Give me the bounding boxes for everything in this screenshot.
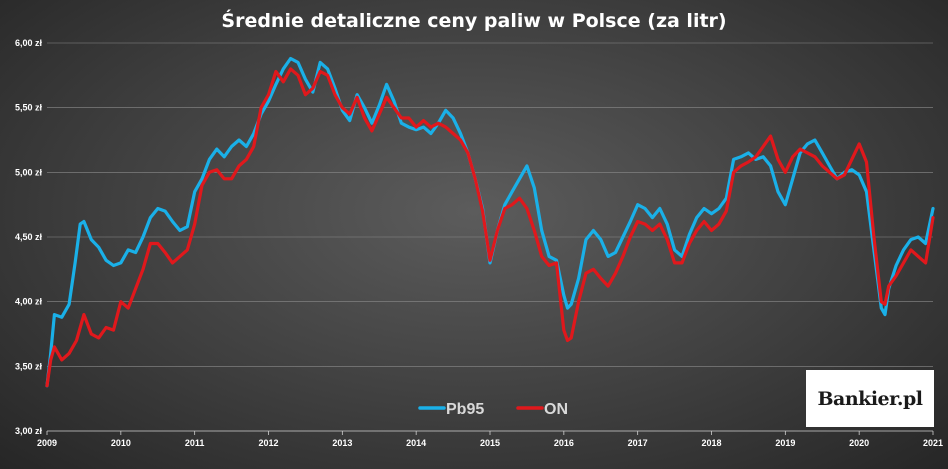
y-tick-label: 6,00 zł [15, 38, 43, 48]
legend-item-on: ON [516, 401, 568, 418]
y-tick-label: 4,50 zł [15, 232, 43, 242]
x-tick-label: 2020 [849, 438, 869, 448]
y-tick-label: 3,50 zł [15, 361, 43, 371]
chart-title: Średnie detaliczne ceny paliw w Polsce (… [221, 8, 726, 32]
x-tick-label: 2018 [701, 438, 721, 448]
legend: Pb95 ON [418, 401, 568, 418]
y-tick-label: 5,50 zł [15, 103, 43, 113]
x-tick-label: 2013 [332, 438, 352, 448]
y-tick-label: 3,00 zł [15, 426, 43, 436]
bankier-logo: Bankier.pl [806, 370, 934, 427]
x-axis-ticks: 2009 2010 2011 2012 2013 2014 2015 2016 2017 2018… [37, 431, 943, 448]
x-tick-label: 2019 [775, 438, 795, 448]
x-tick-label: 2021 [923, 438, 943, 448]
legend-label: Pb95 [446, 401, 484, 418]
x-tick-label: 2014 [406, 438, 426, 448]
y-tick-label: 5,00 zł [15, 167, 43, 177]
x-tick-label: 2012 [258, 438, 278, 448]
x-tick-label: 2009 [37, 438, 57, 448]
series-line-on [45, 67, 935, 388]
y-tick-label: 4,00 zł [15, 297, 43, 307]
series-lines [45, 56, 935, 388]
x-tick-label: 2010 [111, 438, 131, 448]
legend-label: ON [544, 401, 568, 418]
logo-text: Bankier.pl [817, 387, 923, 410]
x-tick-label: 2017 [628, 438, 648, 448]
legend-item-pb95: Pb95 [418, 401, 484, 418]
x-tick-label: 2015 [480, 438, 500, 448]
x-tick-label: 2016 [554, 438, 574, 448]
x-tick-label: 2011 [185, 438, 205, 448]
series-line-pb95 [45, 56, 935, 388]
y-axis-ticks: 3,00 zł 3,50 zł 4,00 zł 4,50 zł 5,00 zł 5,50 … [15, 38, 43, 436]
grid-lines [47, 42, 933, 432]
